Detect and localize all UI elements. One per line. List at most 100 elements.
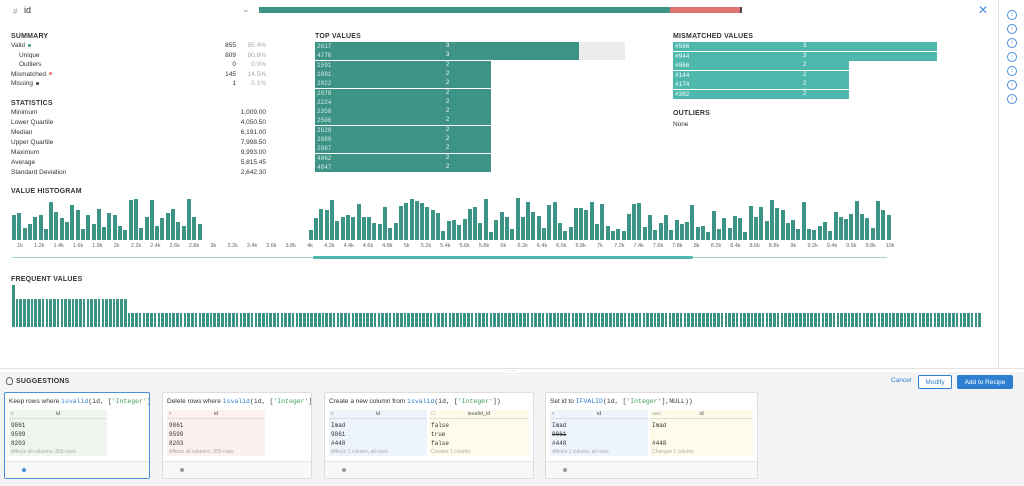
frequent-value-bar[interactable] [855, 313, 858, 327]
frequent-value-bar[interactable] [362, 313, 366, 327]
histogram-bar[interactable] [865, 217, 870, 240]
info-icon-6[interactable]: i [1007, 80, 1017, 90]
histogram-bar[interactable] [96, 209, 101, 240]
frequent-value-bar[interactable] [672, 313, 675, 327]
frequent-value-bar[interactable] [739, 313, 743, 327]
histogram-bar[interactable] [436, 213, 440, 240]
top-value-row[interactable]: 4847 2 [315, 162, 625, 172]
histogram-bar[interactable] [340, 217, 345, 240]
frequent-value-bar[interactable] [396, 313, 399, 327]
frequent-value-bar[interactable] [142, 313, 146, 327]
frequent-value-bar[interactable] [94, 299, 97, 327]
mismatched-value-bar[interactable] [673, 80, 849, 90]
frequent-value-bar[interactable] [325, 313, 328, 327]
frequent-value-bar[interactable] [955, 313, 959, 327]
histogram-bar[interactable] [393, 222, 398, 240]
frequent-value-bar[interactable] [232, 313, 235, 327]
frequent-value-bar[interactable] [761, 313, 765, 327]
frequent-value-bar[interactable] [929, 313, 933, 327]
histogram-bar[interactable] [653, 230, 658, 240]
histogram-bar[interactable] [875, 201, 880, 240]
frequent-value-bar[interactable] [329, 313, 332, 327]
pagination-dot[interactable] [342, 468, 346, 472]
cancel-button[interactable]: Cancel [891, 377, 912, 384]
histogram-bar[interactable] [27, 223, 32, 240]
histogram-bar[interactable] [319, 208, 324, 240]
histogram-bar[interactable] [616, 229, 621, 240]
frequent-value-bar[interactable] [940, 313, 944, 327]
frequent-value-bar[interactable] [467, 313, 470, 327]
histogram-bar[interactable] [796, 229, 801, 240]
histogram-bar[interactable] [404, 202, 409, 240]
frequent-value-bar[interactable] [840, 313, 843, 327]
histogram-bar[interactable] [637, 203, 642, 240]
histogram-bar[interactable] [171, 209, 175, 240]
histogram-bar[interactable] [446, 221, 451, 240]
frequent-value-bar[interactable] [164, 313, 168, 327]
histogram-range-handle[interactable] [313, 256, 693, 259]
frequent-value-bar[interactable] [623, 313, 627, 327]
frequent-value-bar[interactable] [101, 299, 105, 327]
frequent-value-bar[interactable] [829, 313, 832, 327]
top-value-row[interactable]: 2358 2 [315, 107, 625, 117]
frequent-value-bar[interactable] [888, 313, 892, 327]
histogram-bar[interactable] [489, 231, 493, 240]
frequent-value-bar[interactable] [784, 313, 787, 327]
frequent-value-bar[interactable] [247, 313, 250, 327]
frequent-value-bar[interactable] [34, 299, 37, 327]
frequent-value-bar[interactable] [885, 313, 888, 327]
histogram-bar[interactable] [706, 231, 711, 240]
frequent-value-bar[interactable] [351, 313, 355, 327]
mismatched-value-row[interactable]: #174 2 [673, 80, 937, 90]
frequent-value-bar[interactable] [299, 313, 302, 327]
histogram-bar[interactable] [335, 220, 340, 240]
frequent-value-bar[interactable] [914, 313, 918, 327]
frequent-value-bar[interactable] [455, 313, 459, 327]
frequent-value-bar[interactable] [153, 313, 157, 327]
top-value-bar[interactable] [315, 69, 491, 79]
frequent-value-bar[interactable] [179, 313, 183, 327]
frequent-value-bar[interactable] [963, 313, 966, 327]
histogram-bar[interactable] [743, 231, 748, 240]
frequent-value-bar[interactable] [53, 299, 56, 327]
frequent-value-bar[interactable] [590, 313, 593, 327]
frequent-value-bar[interactable] [746, 313, 750, 327]
frequent-value-bar[interactable] [810, 313, 813, 327]
histogram-bar[interactable] [59, 218, 64, 240]
frequent-value-bar[interactable] [545, 313, 549, 327]
frequent-value-bar[interactable] [12, 285, 15, 327]
histogram-bar[interactable] [330, 199, 334, 240]
info-icon-5[interactable]: i [1007, 66, 1017, 76]
frequent-value-bar[interactable] [187, 313, 190, 327]
frequent-value-bar[interactable] [370, 313, 373, 327]
frequent-value-bar[interactable] [817, 313, 821, 327]
histogram-bar[interactable] [86, 215, 91, 240]
frequent-value-bar[interactable] [64, 299, 67, 327]
histogram-bar[interactable] [531, 212, 536, 240]
histogram-bar[interactable] [398, 205, 403, 240]
frequent-value-bar[interactable] [873, 313, 877, 327]
frequent-value-bar[interactable] [30, 299, 34, 327]
frequent-value-bar[interactable] [392, 313, 396, 327]
frequent-value-bar[interactable] [679, 313, 683, 327]
frequent-value-bar[interactable] [280, 313, 284, 327]
frequent-value-bar[interactable] [403, 313, 407, 327]
frequent-value-bar[interactable] [97, 299, 101, 327]
pagination-dot[interactable] [180, 468, 184, 472]
frequent-value-bar[interactable] [15, 299, 19, 327]
frequent-value-bar[interactable] [422, 313, 425, 327]
frequent-value-bar[interactable] [907, 313, 910, 327]
frequent-value-bar[interactable] [582, 313, 586, 327]
value-histogram[interactable] [12, 196, 891, 240]
close-icon[interactable]: ✕ [978, 3, 989, 17]
frequent-value-bar[interactable] [653, 313, 657, 327]
frequent-value-bar[interactable] [552, 313, 556, 327]
frequent-value-bar[interactable] [291, 313, 295, 327]
histogram-bar[interactable] [775, 207, 780, 240]
chevron-down-icon[interactable]: ⌄ [242, 4, 250, 14]
histogram-bar[interactable] [605, 226, 610, 240]
histogram-bar[interactable] [467, 208, 472, 240]
data-quality-bar[interactable] [259, 7, 743, 13]
histogram-bar[interactable] [451, 219, 456, 240]
frequent-value-bar[interactable] [948, 313, 952, 327]
